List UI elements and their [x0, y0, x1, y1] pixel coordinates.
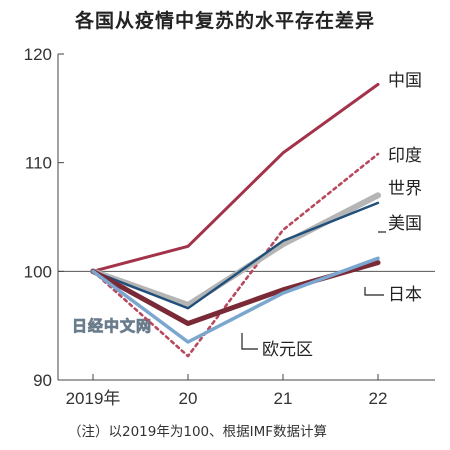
- series-line: [91, 256, 380, 344]
- label-leader-line: [364, 287, 384, 296]
- series-label: 世界: [388, 179, 422, 199]
- y-tick-label: 90: [33, 371, 52, 390]
- x-tick-label: 20: [179, 389, 198, 408]
- y-tick-label: 100: [24, 262, 52, 281]
- chart-title: 各国从疫情中复苏的水平存在差异: [74, 10, 375, 32]
- watermark: 日经中文网: [72, 317, 152, 335]
- x-tick-label: 22: [369, 389, 388, 408]
- series-line: [91, 82, 380, 273]
- series-label: 美国: [388, 214, 422, 234]
- y-tick-label: 110: [25, 154, 52, 173]
- x-tick-label: 2019年: [66, 389, 121, 408]
- label-leader-line: [241, 333, 258, 350]
- series-line: [91, 152, 380, 358]
- axes: 90 100 110 120 2019年 20 21 22: [24, 45, 435, 408]
- series-label: 印度: [388, 146, 422, 166]
- series-line: [91, 201, 380, 310]
- series-label: 欧元区: [262, 340, 313, 360]
- y-tick-label: 120: [24, 45, 52, 64]
- series-label: 中国: [388, 71, 422, 91]
- series-label: 日本: [388, 285, 422, 305]
- chart-note: （注）以2019年为100、根据IMF数据计算: [68, 424, 328, 440]
- series-lines: [90, 82, 381, 358]
- x-tick-label: 21: [274, 389, 293, 408]
